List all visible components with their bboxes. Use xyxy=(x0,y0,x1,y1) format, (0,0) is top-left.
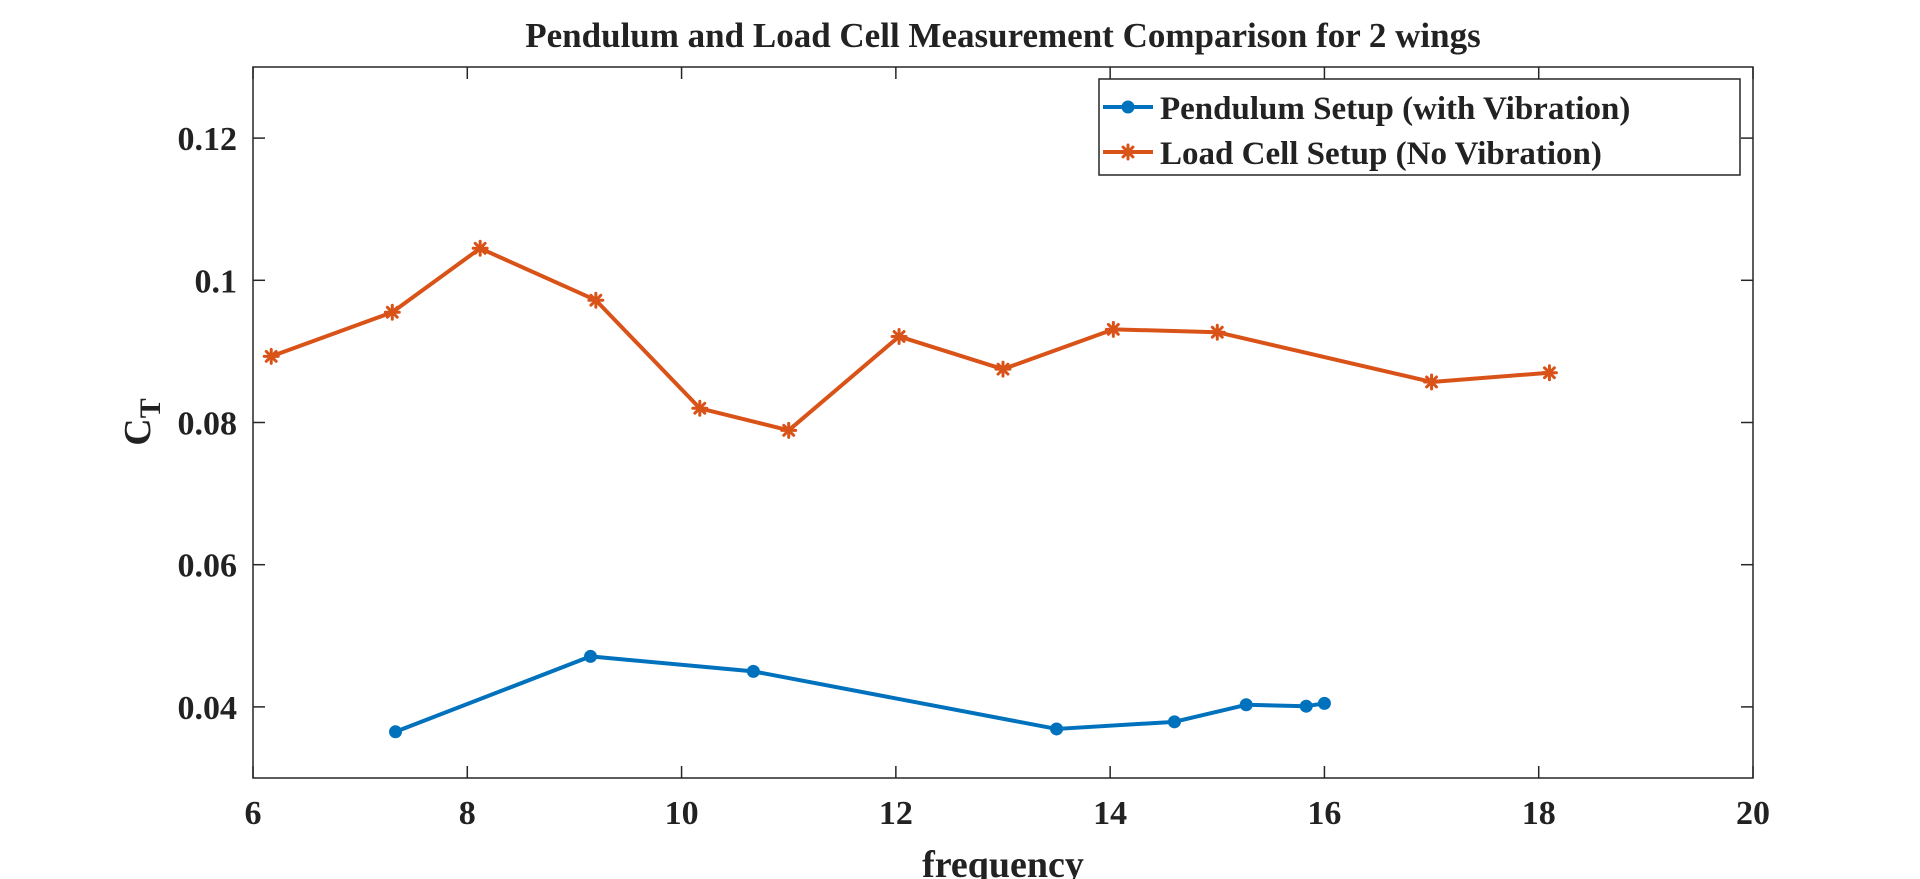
legend: Pendulum Setup (with Vibration) Load Cel… xyxy=(1098,78,1741,176)
data-point-pendulum xyxy=(1239,698,1253,712)
data-point-load-cell xyxy=(780,421,798,439)
legend-marker-pendulum xyxy=(1121,100,1135,114)
data-point-load-cell xyxy=(471,239,489,257)
asterisk-core xyxy=(1109,325,1117,333)
legend-label-load-cell: Load Cell Setup (No Vibration) xyxy=(1160,136,1602,172)
series-line-pendulum xyxy=(394,654,1325,734)
x-tick-label: 6 xyxy=(245,795,262,832)
data-point-load-cell xyxy=(383,303,401,321)
asterisk-core xyxy=(999,365,1007,373)
y-tick-label: 0.08 xyxy=(178,406,238,443)
asterisk-core xyxy=(1213,328,1221,336)
y-axis-label: CT xyxy=(117,398,167,445)
asterisk-core xyxy=(388,308,396,316)
legend-box xyxy=(1098,78,1741,176)
asterisk-core xyxy=(476,244,484,252)
data-point-pendulum xyxy=(1167,715,1181,729)
asterisk-core xyxy=(1545,369,1553,377)
y-axis-label-subscript: T xyxy=(134,398,167,418)
data-point-load-cell xyxy=(1423,373,1441,391)
axis-ticks: 6 8 10 12 14 16 18 20 0.04 0.06 0.08 0.1 0.12 xyxy=(178,67,1770,832)
asterisk-core xyxy=(267,352,275,360)
x-tick-label: 10 xyxy=(665,795,699,832)
x-tick-label: 8 xyxy=(459,795,476,832)
data-point-load-cell xyxy=(994,360,1012,378)
x-tick-label: 18 xyxy=(1522,795,1556,832)
y-tick-label: 0.12 xyxy=(178,121,238,158)
x-tick-label: 16 xyxy=(1307,795,1341,832)
legend-label-pendulum: Pendulum Setup (with Vibration) xyxy=(1160,91,1630,127)
data-point-pendulum xyxy=(1317,696,1331,710)
data-point-pendulum xyxy=(584,649,597,663)
data-point-load-cell xyxy=(890,327,908,345)
data-point-load-cell xyxy=(1540,364,1558,382)
asterisk-core xyxy=(696,404,704,412)
data-point-pendulum xyxy=(746,664,760,678)
x-tick-label: 12 xyxy=(879,795,913,832)
data-point-pendulum xyxy=(1050,722,1064,736)
asterisk-core xyxy=(1124,148,1132,156)
chart-title: Pendulum and Load Cell Measurement Compa… xyxy=(525,16,1480,55)
series-line-load-cell xyxy=(270,246,1550,433)
y-tick-label: 0.04 xyxy=(178,690,238,727)
asterisk-core xyxy=(1428,378,1436,386)
svg-text:CT: CT xyxy=(117,398,167,445)
data-point-load-cell xyxy=(1208,323,1226,341)
data-point-pendulum xyxy=(1299,699,1313,713)
asterisk-core xyxy=(785,426,793,434)
x-tick-label: 14 xyxy=(1093,795,1127,832)
data-point-load-cell xyxy=(587,291,605,309)
y-tick-label: 0.1 xyxy=(195,263,238,300)
data-point-load-cell xyxy=(1104,320,1122,338)
data-point-load-cell xyxy=(262,347,280,365)
x-tick-label: 20 xyxy=(1736,795,1770,832)
x-axis-label: frequency xyxy=(922,844,1084,879)
y-tick-label: 0.06 xyxy=(178,548,238,585)
plot-area xyxy=(252,66,1754,779)
y-axis-label-main: C xyxy=(117,418,159,445)
series-layer xyxy=(262,239,1558,739)
legend-marker-load-cell xyxy=(1119,143,1137,161)
data-point-pendulum xyxy=(389,725,402,739)
asterisk-core xyxy=(592,296,600,304)
data-point-load-cell xyxy=(691,399,709,417)
asterisk-core xyxy=(895,332,903,340)
